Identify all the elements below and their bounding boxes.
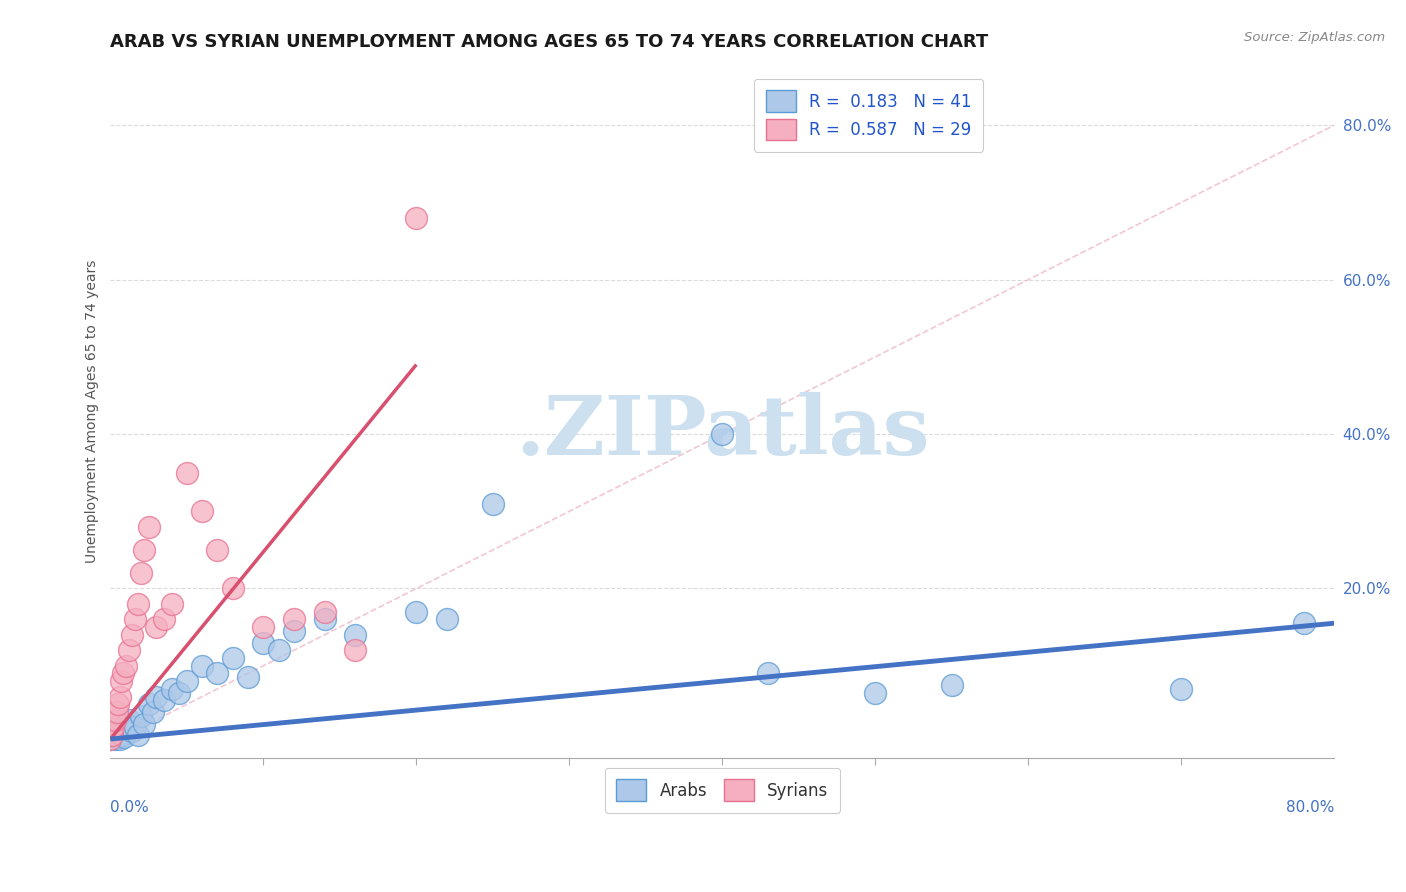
Point [138,698,160,712]
Point [1292,616,1315,631]
Point [314,605,336,619]
Point [252,635,274,649]
Point [100,732,122,747]
Point [145,690,167,704]
Y-axis label: Unemployment Among Ages 65 to 74 years: Unemployment Among Ages 65 to 74 years [86,260,100,563]
Point [104,713,127,727]
Point [111,721,134,735]
Point [124,612,146,626]
Point [110,674,132,689]
Point [191,504,214,518]
Point [405,605,427,619]
Point [107,724,129,739]
Point [267,643,290,657]
Text: ARAB VS SYRIAN UNEMPLOYMENT AMONG AGES 65 TO 74 YEARS CORRELATION CHART: ARAB VS SYRIAN UNEMPLOYMENT AMONG AGES 6… [111,33,988,51]
Point [167,686,190,700]
Point [107,698,129,712]
Point [111,666,134,681]
Point [191,658,214,673]
Point [160,597,183,611]
Point [129,709,152,723]
Point [103,721,125,735]
Text: 0.0%: 0.0% [111,800,149,815]
Point [222,651,245,665]
Point [108,690,131,704]
Point [105,705,128,719]
Point [112,730,135,744]
Point [283,624,305,638]
Point [344,643,367,657]
Point [129,566,152,580]
Point [104,732,127,747]
Point [236,670,259,684]
Point [344,628,367,642]
Point [207,542,229,557]
Point [101,728,124,742]
Point [405,211,427,225]
Point [145,620,167,634]
Point [941,678,963,692]
Point [114,658,136,673]
Point [142,705,165,719]
Point [252,620,274,634]
Point [118,643,141,657]
Point [153,693,176,707]
Point [482,497,505,511]
Point [121,724,143,739]
Text: Source: ZipAtlas.com: Source: ZipAtlas.com [1244,31,1385,45]
Point [207,666,229,681]
Point [756,666,779,681]
Text: .ZIPatlas: .ZIPatlas [515,392,929,472]
Point [865,686,887,700]
Point [436,612,458,626]
Point [114,716,136,731]
Point [176,674,198,689]
Point [160,681,183,696]
Point [1170,681,1192,696]
Point [138,520,160,534]
Point [283,612,305,626]
Point [118,713,141,727]
Text: 80.0%: 80.0% [1286,800,1334,815]
Point [105,730,128,744]
Point [314,612,336,626]
Legend: Arabs, Syrians: Arabs, Syrians [605,768,839,813]
Point [127,728,149,742]
Point [132,716,155,731]
Point [100,732,122,747]
Point [110,728,132,742]
Point [127,597,149,611]
Point [711,427,734,442]
Point [121,628,143,642]
Point [222,582,245,596]
Point [176,466,198,480]
Point [153,612,176,626]
Point [108,732,131,747]
Point [124,721,146,735]
Point [132,542,155,557]
Point [103,728,125,742]
